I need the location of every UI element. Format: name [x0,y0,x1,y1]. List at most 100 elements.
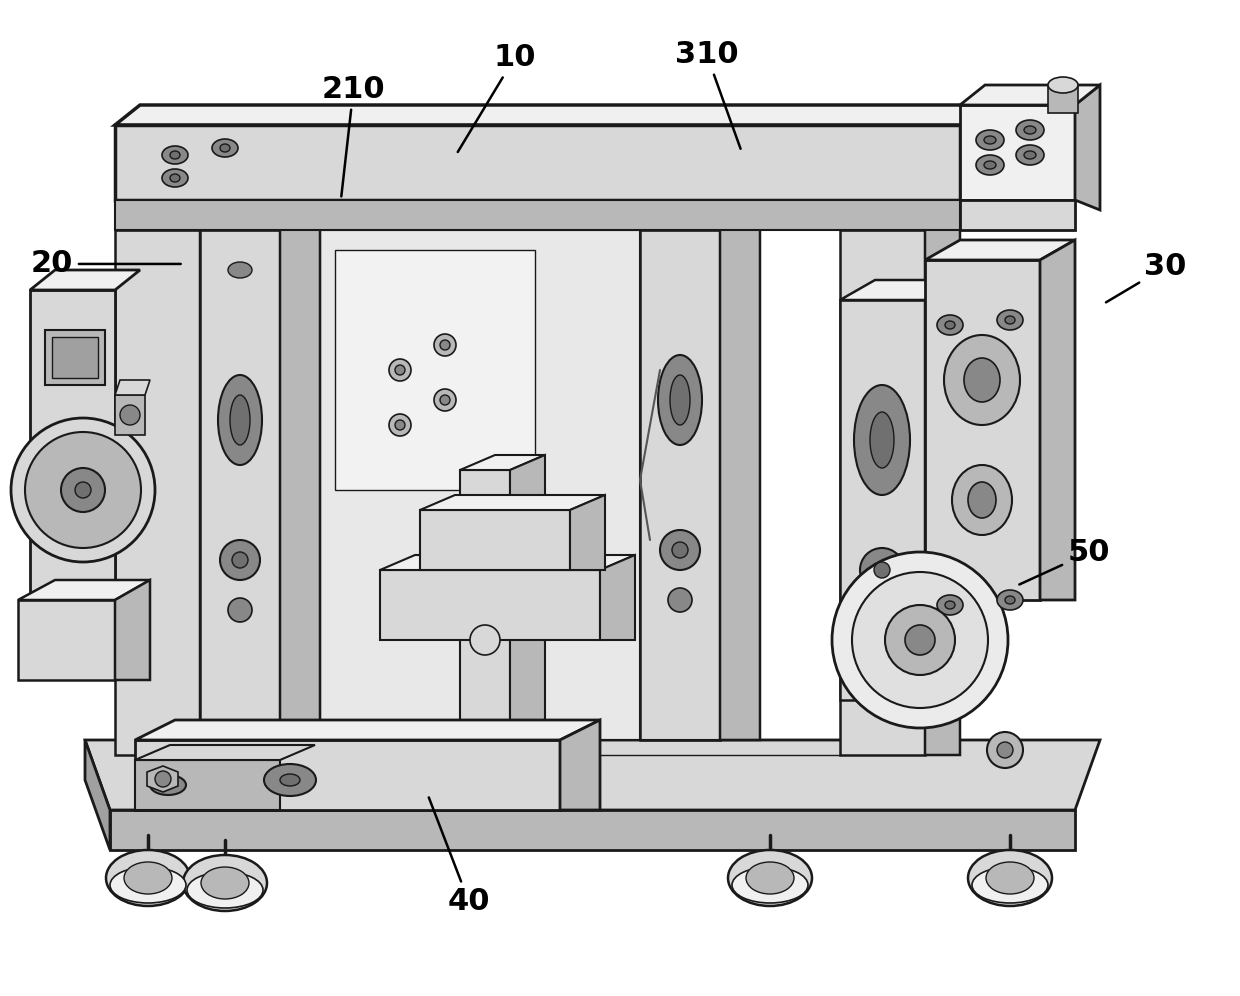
Polygon shape [460,470,510,740]
Ellipse shape [61,468,105,512]
Ellipse shape [280,774,300,786]
Ellipse shape [219,144,229,152]
Ellipse shape [976,130,1004,150]
Ellipse shape [434,389,456,411]
Ellipse shape [660,530,701,570]
Ellipse shape [396,365,405,375]
Ellipse shape [389,359,410,381]
Polygon shape [200,210,236,755]
Ellipse shape [396,420,405,430]
Polygon shape [839,210,960,230]
Ellipse shape [945,601,955,609]
Polygon shape [135,745,315,760]
Ellipse shape [832,552,1008,728]
Polygon shape [640,210,760,230]
Polygon shape [86,740,110,850]
Polygon shape [420,495,605,510]
Ellipse shape [1016,145,1044,165]
Ellipse shape [997,742,1013,758]
Ellipse shape [470,625,500,655]
Ellipse shape [155,771,171,787]
Ellipse shape [997,590,1023,610]
Ellipse shape [184,855,267,911]
Polygon shape [960,105,1075,200]
Polygon shape [839,230,925,755]
Ellipse shape [170,174,180,182]
Polygon shape [280,210,320,740]
Ellipse shape [105,850,190,906]
Polygon shape [115,380,150,395]
Polygon shape [135,760,280,810]
Ellipse shape [1016,120,1044,140]
Polygon shape [1075,85,1100,210]
Polygon shape [110,810,1075,850]
Polygon shape [135,720,600,740]
Ellipse shape [162,146,188,164]
Ellipse shape [985,136,996,144]
Polygon shape [925,240,1075,260]
Polygon shape [600,555,635,640]
Polygon shape [115,200,960,230]
Bar [1048,85,1078,113]
Text: 50: 50 [1019,538,1110,585]
Bar [52,337,98,378]
Ellipse shape [945,321,955,329]
Ellipse shape [968,850,1052,906]
Ellipse shape [162,169,188,187]
Polygon shape [640,230,720,740]
Ellipse shape [963,358,999,402]
Ellipse shape [120,405,140,425]
Ellipse shape [187,872,263,908]
Text: 310: 310 [675,40,740,148]
Polygon shape [1040,240,1075,600]
Polygon shape [148,766,179,792]
Ellipse shape [161,781,175,789]
Ellipse shape [852,572,988,708]
Polygon shape [379,570,600,640]
Ellipse shape [1024,151,1035,159]
Polygon shape [115,230,200,755]
Ellipse shape [440,395,450,405]
Ellipse shape [670,375,689,425]
Ellipse shape [434,334,456,356]
Polygon shape [560,720,600,810]
Polygon shape [510,455,546,740]
Ellipse shape [1048,77,1078,93]
Ellipse shape [944,335,1021,425]
Ellipse shape [854,385,910,495]
Ellipse shape [74,482,91,498]
Ellipse shape [985,161,996,169]
Ellipse shape [658,355,702,445]
Polygon shape [420,510,570,570]
Ellipse shape [976,155,1004,175]
Ellipse shape [986,862,1034,894]
Polygon shape [925,280,960,700]
Ellipse shape [389,414,410,436]
Ellipse shape [874,562,890,578]
Ellipse shape [746,862,794,894]
Polygon shape [115,105,985,125]
Ellipse shape [201,867,249,899]
Ellipse shape [150,775,186,795]
Ellipse shape [885,605,955,675]
Ellipse shape [937,315,963,335]
Ellipse shape [728,850,812,906]
Polygon shape [925,260,1040,600]
Ellipse shape [11,418,155,562]
Polygon shape [460,455,546,470]
Text: 40: 40 [429,798,490,916]
Ellipse shape [997,310,1023,330]
Polygon shape [570,495,605,570]
Ellipse shape [1004,316,1016,324]
Ellipse shape [870,412,894,468]
Ellipse shape [672,542,688,558]
Polygon shape [925,210,960,755]
Ellipse shape [232,552,248,568]
Ellipse shape [987,732,1023,768]
Text: 20: 20 [31,249,181,279]
Ellipse shape [868,606,897,634]
Ellipse shape [937,595,963,615]
Polygon shape [115,580,150,680]
Text: 10: 10 [458,43,536,152]
Ellipse shape [218,375,262,465]
